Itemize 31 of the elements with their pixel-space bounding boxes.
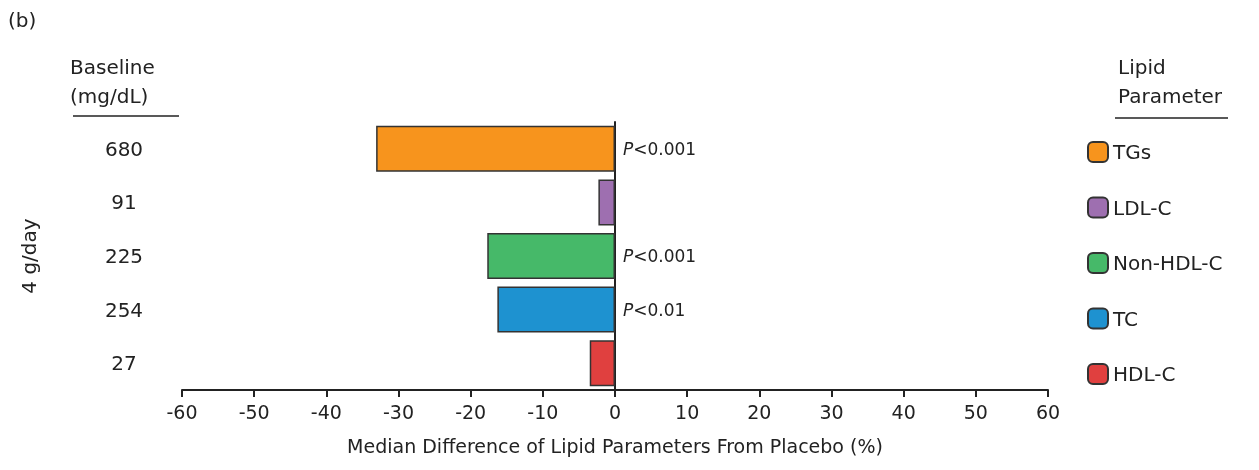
- data-label: P<0.01: [623, 299, 686, 320]
- x-axis-title: Median Difference of Lipid Parameters From Placebo (%): [347, 434, 883, 457]
- x-tick-label: -60: [166, 400, 198, 423]
- x-tick-label: 50: [963, 400, 988, 423]
- y-tick-label: 91: [111, 190, 137, 215]
- y-tick-label: 254: [104, 297, 144, 322]
- data-label: P<0.001: [623, 138, 697, 159]
- text: (b): [8, 8, 37, 32]
- legend-label: Non-HDL-C: [1113, 251, 1223, 275]
- x-tick-label: 40: [891, 400, 916, 423]
- x-tick-label: -40: [310, 400, 342, 423]
- legend-label: LDL-C: [1113, 195, 1172, 220]
- x-tick-label: 10: [675, 400, 700, 423]
- y-axis-title: 4 g/day: [17, 218, 41, 294]
- y-tick-label: 680: [104, 136, 144, 161]
- legend-title: Lipid Parameter: [1118, 54, 1223, 108]
- legend-label: TGs: [1112, 140, 1152, 164]
- x-tick-label: -10: [527, 400, 559, 423]
- legend-label: TC: [1112, 306, 1139, 331]
- x-tick-label: 20: [747, 400, 772, 423]
- data-label: P<0.001: [623, 246, 697, 266]
- x-tick-label: 60: [1035, 400, 1061, 423]
- x-tick-label: -50: [238, 400, 270, 423]
- y-tick-label: 27: [111, 351, 137, 376]
- x-tick-label: 30: [819, 400, 844, 423]
- text: Baseline (mg/dL): [70, 54, 155, 108]
- x-tick-label: -30: [382, 400, 415, 423]
- legend-label: HDL-C: [1113, 362, 1176, 386]
- x-tick-label: -20: [455, 400, 487, 423]
- x-tick-label: 0: [608, 400, 622, 423]
- y-tick-label: 225: [104, 244, 144, 268]
